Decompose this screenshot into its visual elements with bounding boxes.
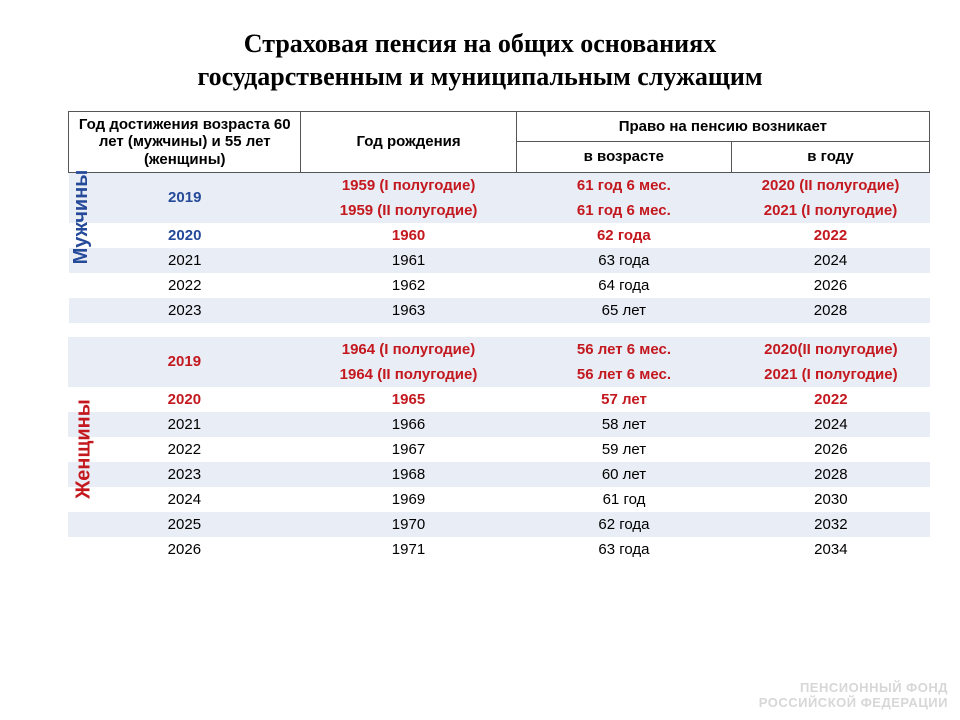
cell-year: 2022 — [731, 223, 929, 248]
men-table: Год достижения возраста 60 лет (мужчины)… — [68, 111, 930, 323]
table-row: 2024196961 год2030 — [68, 487, 930, 512]
footer-line-2: РОССИЙСКОЙ ФЕДЕРАЦИИ — [759, 695, 948, 710]
cell-age: 59 лет — [516, 437, 732, 462]
cell-age: 61 год 6 мес. — [516, 198, 731, 223]
cell-year: 2024 — [731, 248, 929, 273]
cell-year: 2026 — [731, 273, 929, 298]
table-row: 2026197163 года2034 — [68, 537, 930, 562]
table-row: 20191959 (I полугодие)61 год 6 мес.2020 … — [69, 172, 930, 198]
cell-birth-year: 1959 (I полугодие) — [301, 172, 516, 198]
cell-age: 62 года — [516, 512, 732, 537]
table-row: 2020196062 года2022 — [69, 223, 930, 248]
cell-year-reach: 2025 — [68, 512, 301, 537]
cell-birth-year: 1966 — [301, 412, 517, 437]
women-table: 20191964 (I полугодие)56 лет 6 мес.2020(… — [68, 337, 930, 562]
table-row: 2022196759 лет2026 — [68, 437, 930, 462]
table-row: 2021196163 года2024 — [69, 248, 930, 273]
th-group: Право на пенсию возникает — [516, 112, 929, 142]
cell-year-reach: 2023 — [69, 298, 301, 323]
cell-year: 2020(II полугодие) — [732, 337, 930, 362]
page-title: Страховая пенсия на общих основаниях гос… — [30, 28, 930, 93]
cell-year-reach: 2020 — [68, 387, 301, 412]
men-table-wrap: Мужчины Год достижения возраста 60 лет (… — [68, 111, 930, 323]
cell-age: 65 лет — [516, 298, 731, 323]
table-row: 2020196557 лет2022 — [68, 387, 930, 412]
cell-year: 2024 — [732, 412, 930, 437]
footer-watermark: ПЕНСИОННЫЙ ФОНД РОССИЙСКОЙ ФЕДЕРАЦИИ — [759, 681, 948, 710]
th-col1: Год достижения возраста 60 лет (мужчины)… — [69, 112, 301, 173]
cell-age: 56 лет 6 мес. — [516, 337, 732, 362]
footer-line-1: ПЕНСИОННЫЙ ФОНД — [800, 680, 948, 695]
side-label-men: Мужчины — [70, 169, 93, 264]
title-line-2: государственным и муниципальным служащим — [197, 62, 762, 91]
cell-birth-year: 1967 — [301, 437, 517, 462]
cell-year: 2021 (I полугодие) — [732, 362, 930, 387]
table-row: 2022196264 года2026 — [69, 273, 930, 298]
cell-birth-year: 1963 — [301, 298, 516, 323]
cell-year-reach: 2026 — [68, 537, 301, 562]
table-row: 2021196658 лет2024 — [68, 412, 930, 437]
cell-age: 60 лет — [516, 462, 732, 487]
cell-year-reach: 2022 — [69, 273, 301, 298]
cell-age: 64 года — [516, 273, 731, 298]
th-col3: в возрасте — [516, 142, 731, 172]
cell-birth-year: 1970 — [301, 512, 517, 537]
cell-year: 2022 — [732, 387, 930, 412]
cell-year: 2020 (II полугодие) — [731, 172, 929, 198]
cell-year: 2034 — [732, 537, 930, 562]
th-col4: в году — [731, 142, 929, 172]
table-row: 2023196860 лет2028 — [68, 462, 930, 487]
cell-age: 56 лет 6 мес. — [516, 362, 732, 387]
cell-age: 61 год 6 мес. — [516, 172, 731, 198]
cell-year-reach: 2022 — [68, 437, 301, 462]
table-row: 20191964 (I полугодие)56 лет 6 мес.2020(… — [68, 337, 930, 362]
table-row: 2025197062 года2032 — [68, 512, 930, 537]
cell-year: 2026 — [732, 437, 930, 462]
cell-age: 57 лет — [516, 387, 732, 412]
cell-year: 2028 — [732, 462, 930, 487]
men-table-body: 20191959 (I полугодие)61 год 6 мес.2020 … — [69, 172, 930, 323]
cell-year-reach: 2021 — [68, 412, 301, 437]
cell-year: 2030 — [732, 487, 930, 512]
cell-age: 58 лет — [516, 412, 732, 437]
cell-birth-year: 1960 — [301, 223, 516, 248]
title-line-1: Страховая пенсия на общих основаниях — [244, 29, 716, 58]
cell-year-reach: 2019 — [68, 337, 301, 387]
cell-year-reach: 2024 — [68, 487, 301, 512]
women-table-wrap: Женщины 20191964 (I полугодие)56 лет 6 м… — [68, 337, 930, 562]
cell-year: 2032 — [732, 512, 930, 537]
cell-birth-year: 1961 — [301, 248, 516, 273]
cell-age: 63 года — [516, 537, 732, 562]
cell-birth-year: 1964 (II полугодие) — [301, 362, 517, 387]
cell-age: 63 года — [516, 248, 731, 273]
cell-year: 2028 — [731, 298, 929, 323]
women-table-body: 20191964 (I полугодие)56 лет 6 мес.2020(… — [68, 337, 930, 562]
cell-birth-year: 1969 — [301, 487, 517, 512]
cell-birth-year: 1965 — [301, 387, 517, 412]
cell-year-reach: 2019 — [69, 172, 301, 223]
cell-year-reach: 2023 — [68, 462, 301, 487]
cell-age: 61 год — [516, 487, 732, 512]
cell-year-reach: 2020 — [69, 223, 301, 248]
th-col2: Год рождения — [301, 112, 516, 173]
cell-year: 2021 (I полугодие) — [731, 198, 929, 223]
cell-age: 62 года — [516, 223, 731, 248]
cell-birth-year: 1962 — [301, 273, 516, 298]
side-label-women: Женщины — [72, 399, 95, 499]
cell-birth-year: 1964 (I полугодие) — [301, 337, 517, 362]
cell-birth-year: 1968 — [301, 462, 517, 487]
table-head: Год достижения возраста 60 лет (мужчины)… — [69, 112, 930, 173]
cell-birth-year: 1959 (II полугодие) — [301, 198, 516, 223]
cell-birth-year: 1971 — [301, 537, 517, 562]
table-row: 2023196365 лет2028 — [69, 298, 930, 323]
cell-year-reach: 2021 — [69, 248, 301, 273]
